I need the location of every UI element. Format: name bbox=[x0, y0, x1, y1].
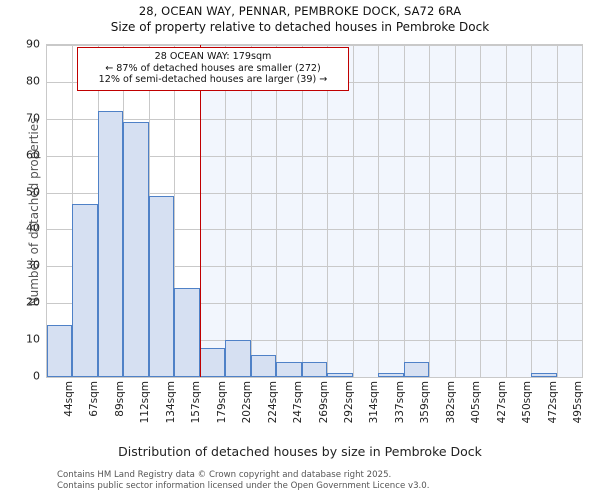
gridline-vertical bbox=[250, 45, 252, 377]
x-axis-tick-label: 405sqm bbox=[470, 381, 483, 424]
y-axis-tick-label: 20 bbox=[26, 295, 40, 309]
y-axis-tick-label: 60 bbox=[26, 148, 40, 162]
x-axis-tick-label: 179sqm bbox=[215, 381, 228, 424]
x-axis-tick-label: 382sqm bbox=[444, 381, 457, 424]
gridline-horizontal bbox=[47, 303, 582, 305]
x-axis-tick-label: 202sqm bbox=[241, 381, 254, 424]
gridline-vertical bbox=[276, 45, 278, 377]
histogram-bar bbox=[327, 373, 353, 377]
gridline-horizontal bbox=[47, 340, 582, 342]
gridline-vertical bbox=[531, 45, 533, 377]
plot-area bbox=[46, 44, 583, 378]
gridline-vertical bbox=[378, 45, 380, 377]
page-title: 28, OCEAN WAY, PENNAR, PEMBROKE DOCK, SA… bbox=[138, 4, 462, 18]
y-axis-tick-label: 10 bbox=[26, 332, 40, 346]
footer-line-1: Contains HM Land Registry data © Crown c… bbox=[57, 470, 392, 480]
histogram-bar bbox=[301, 362, 328, 377]
histogram-bar bbox=[378, 373, 404, 377]
histogram-bar bbox=[148, 196, 175, 377]
y-axis-ticks: 0 10 20 30 40 50 60 70 80 90 bbox=[0, 38, 600, 383]
x-axis-tick-label: 269sqm bbox=[317, 381, 330, 424]
chart-subtitle: Size of property relative to detached ho… bbox=[110, 20, 490, 34]
x-axis-tick-label: 67sqm bbox=[88, 381, 101, 417]
y-axis-tick-label: 90 bbox=[26, 37, 40, 51]
annotation-box: 28 OCEAN WAY: 179sqm ← 87% of detached h… bbox=[77, 47, 349, 91]
gridline-vertical bbox=[403, 45, 405, 377]
annotation-line-2: ← 87% of detached houses are smaller (27… bbox=[105, 62, 321, 74]
x-axis-tick-label: 134sqm bbox=[164, 381, 177, 424]
x-axis-tick-label: 224sqm bbox=[266, 381, 279, 424]
x-axis-tick-label: 292sqm bbox=[342, 381, 355, 424]
footer-attribution: Contains HM Land Registry data © Crown c… bbox=[57, 470, 577, 491]
x-axis-tick-label: 157sqm bbox=[190, 381, 203, 424]
y-axis-tick-label: 70 bbox=[26, 111, 40, 125]
histogram-bar bbox=[47, 325, 73, 377]
gridline-vertical bbox=[327, 45, 329, 377]
y-axis-tick-label: 50 bbox=[26, 185, 40, 199]
histogram-bar bbox=[225, 340, 251, 377]
x-axis-title: Distribution of detached houses by size … bbox=[118, 444, 482, 459]
annotation-line-1: 28 OCEAN WAY: 179sqm bbox=[154, 51, 272, 62]
gridline-vertical bbox=[301, 45, 303, 377]
x-axis-tick-label: 495sqm bbox=[572, 381, 585, 424]
x-axis-tick-label: 247sqm bbox=[292, 381, 305, 424]
gridline-vertical bbox=[352, 45, 354, 377]
histogram-bar bbox=[403, 362, 430, 377]
gridline-vertical bbox=[505, 45, 507, 377]
gridline-horizontal bbox=[47, 192, 582, 194]
histogram-bar bbox=[276, 362, 302, 377]
y-axis-tick-label: 80 bbox=[26, 74, 40, 88]
x-axis-tick-label: 337sqm bbox=[393, 381, 406, 424]
histogram-bar bbox=[531, 373, 557, 377]
y-axis-tick-label: 0 bbox=[33, 369, 40, 383]
histogram-bar bbox=[97, 111, 124, 377]
property-marker-line bbox=[199, 45, 202, 377]
x-axis-tick-label: 44sqm bbox=[62, 381, 75, 417]
x-axis-tick-label: 89sqm bbox=[113, 381, 126, 417]
x-axis-ticks: 44sqm 67sqm 89sqm 112sqm 134sqm 157sqm 179sqm 2… bbox=[46, 381, 585, 433]
gridline-vertical bbox=[480, 45, 482, 377]
x-axis-tick-label: 359sqm bbox=[419, 381, 432, 424]
gridline-vertical bbox=[225, 45, 227, 377]
histogram-bar bbox=[250, 354, 277, 377]
gridline-vertical bbox=[429, 45, 431, 377]
upper-range-shading bbox=[199, 45, 582, 377]
gridline-horizontal bbox=[47, 155, 582, 157]
x-axis-tick-label: 450sqm bbox=[521, 381, 534, 424]
histogram-bar bbox=[199, 347, 226, 377]
y-axis-tick-label: 40 bbox=[26, 221, 40, 235]
x-axis-tick-label: 314sqm bbox=[368, 381, 381, 424]
gridline-horizontal bbox=[47, 229, 582, 231]
x-axis-tick-label: 472sqm bbox=[546, 381, 559, 424]
annotation-line-3: 12% of semi-detached houses are larger (… bbox=[98, 74, 328, 85]
gridline-vertical bbox=[454, 45, 456, 377]
gridline-vertical bbox=[174, 45, 176, 377]
gridline-vertical bbox=[556, 45, 558, 377]
x-axis-tick-label: 427sqm bbox=[495, 381, 508, 424]
y-axis-tick-label: 30 bbox=[26, 258, 40, 272]
gridline-horizontal bbox=[47, 45, 582, 46]
gridline-horizontal bbox=[47, 118, 582, 120]
histogram-bar bbox=[123, 122, 149, 377]
histogram-bar bbox=[72, 203, 98, 377]
gridline-horizontal bbox=[47, 266, 582, 268]
histogram-bar bbox=[174, 288, 200, 377]
x-axis-tick-label: 112sqm bbox=[139, 381, 152, 424]
footer-line-2: Contains public sector information licen… bbox=[57, 480, 430, 491]
